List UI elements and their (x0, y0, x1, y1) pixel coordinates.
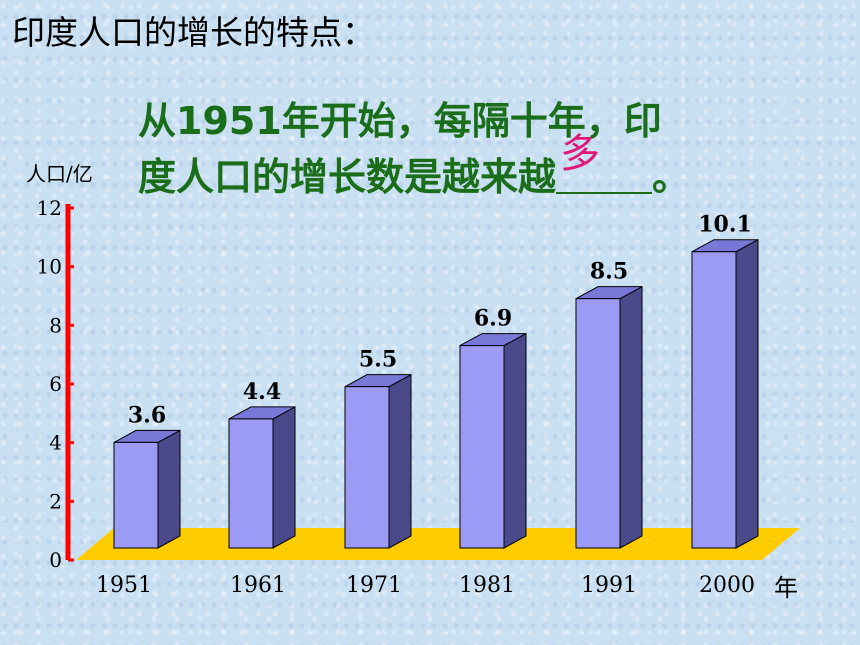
y-tick-label: 2 (49, 489, 62, 513)
data-label: 5.5 (359, 347, 397, 373)
data-label: 10.1 (698, 212, 752, 238)
bar-side (735, 238, 759, 549)
x-tick-label: 1961 (230, 573, 286, 598)
y-tick-label: 8 (49, 313, 62, 337)
data-label: 3.6 (128, 402, 166, 428)
conclusion-period: 。 (652, 155, 691, 199)
y-tick-label: 10 (37, 255, 62, 279)
x-tick-label: 1971 (346, 573, 402, 598)
x-tick-label: 1951 (96, 573, 152, 598)
bar-side (503, 332, 527, 549)
conclusion-text: 从1951年开始，每隔十年，印 度人口的增长数是越来越多。 (138, 93, 838, 205)
data-label: 6.9 (474, 306, 512, 332)
x-axis-unit-label: 年 (774, 574, 798, 602)
slide-heading: 印度人口的增长的特点： (12, 13, 375, 52)
data-label: 4.4 (243, 379, 281, 405)
x-tick-label: 1981 (459, 573, 515, 598)
answer-text: 多 (560, 131, 601, 177)
bar-side (619, 285, 643, 549)
y-axis-label: 人口/亿 (26, 162, 93, 186)
bar-side (388, 373, 412, 549)
data-label: 8.5 (590, 259, 628, 285)
conclusion-line-2-text: 度人口的增长数是越来越 (138, 155, 557, 199)
bar-side (272, 406, 296, 549)
bar (459, 345, 505, 549)
x-tick-label: 1991 (581, 573, 637, 598)
bar (228, 418, 274, 549)
y-tick-label: 6 (49, 372, 62, 396)
bar (113, 441, 159, 549)
bar (691, 251, 737, 549)
y-tick-label: 4 (49, 431, 62, 455)
bar (575, 298, 621, 549)
y-tick-label: 12 (37, 196, 62, 220)
answer-blank: 多 (556, 131, 653, 194)
chart-floor (76, 528, 800, 560)
conclusion-line-1: 从1951年开始，每隔十年，印 (138, 99, 662, 143)
bar (344, 386, 390, 549)
x-tick-label: 2000 (699, 573, 755, 598)
conclusion-line-2: 度人口的增长数是越来越多。 (138, 131, 838, 205)
y-tick-label: 0 (49, 548, 62, 572)
bar-side (157, 429, 181, 549)
